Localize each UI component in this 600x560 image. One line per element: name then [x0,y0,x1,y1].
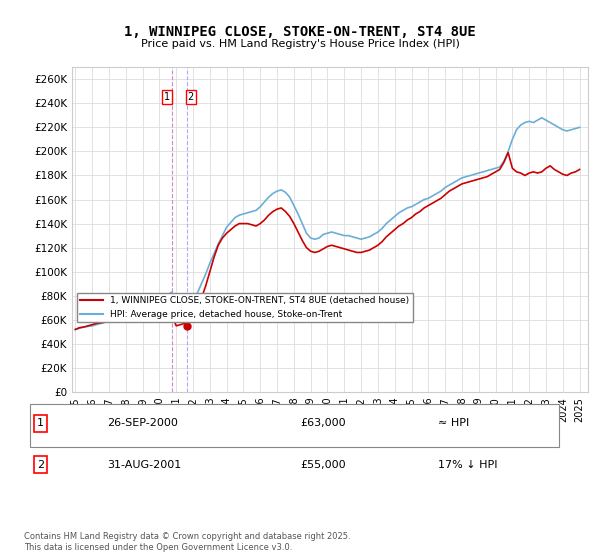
Text: 2: 2 [188,92,194,102]
Text: Price paid vs. HM Land Registry's House Price Index (HPI): Price paid vs. HM Land Registry's House … [140,39,460,49]
Text: Contains HM Land Registry data © Crown copyright and database right 2025.
This d: Contains HM Land Registry data © Crown c… [24,532,350,552]
Text: ≈ HPI: ≈ HPI [438,418,469,428]
Text: £63,000: £63,000 [300,418,346,428]
Text: 1: 1 [37,418,44,428]
Text: 1: 1 [164,92,170,102]
Text: 2: 2 [37,460,44,470]
Legend: 1, WINNIPEG CLOSE, STOKE-ON-TRENT, ST4 8UE (detached house), HPI: Average price,: 1, WINNIPEG CLOSE, STOKE-ON-TRENT, ST4 8… [77,292,413,323]
Text: £55,000: £55,000 [300,460,346,470]
Text: 31-AUG-2001: 31-AUG-2001 [107,460,181,470]
FancyBboxPatch shape [29,404,559,447]
Text: 17% ↓ HPI: 17% ↓ HPI [438,460,497,470]
Text: 26-SEP-2000: 26-SEP-2000 [107,418,178,428]
Text: 1, WINNIPEG CLOSE, STOKE-ON-TRENT, ST4 8UE: 1, WINNIPEG CLOSE, STOKE-ON-TRENT, ST4 8… [124,25,476,39]
